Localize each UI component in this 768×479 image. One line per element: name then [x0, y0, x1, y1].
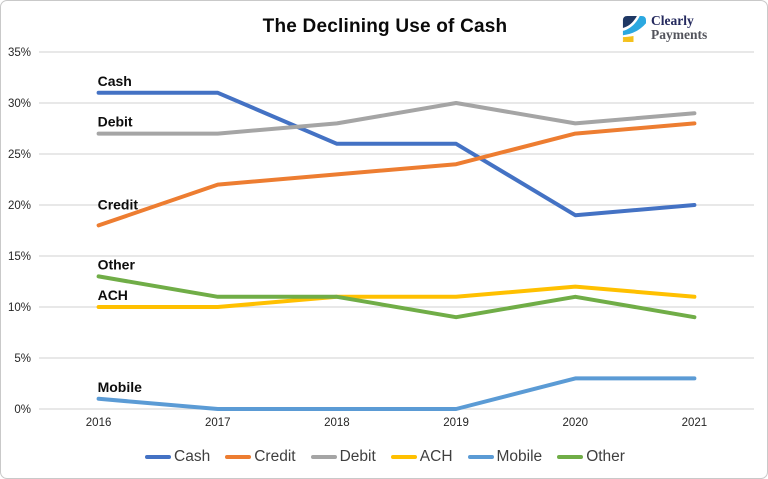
x-axis-label: 2016	[86, 417, 112, 429]
legend-item-mobile: Mobile	[467, 448, 543, 466]
brand-logo-icon	[622, 15, 646, 42]
legend-swatch-debit	[310, 454, 337, 460]
legend-item-other: Other	[557, 448, 625, 466]
legend-item-cash: Cash	[145, 448, 210, 466]
legend-item-ach: ACH	[390, 448, 453, 466]
legend-swatch-credit	[225, 454, 252, 460]
legend-swatch-mobile	[467, 454, 494, 460]
series-label-debit: Debit	[98, 114, 133, 130]
y-axis-label: 5%	[14, 353, 31, 365]
y-axis-label: 10%	[8, 302, 31, 314]
y-axis-label: 30%	[8, 98, 31, 110]
series-line-ach	[96, 284, 697, 309]
series-line-credit	[96, 121, 697, 228]
legend-label-other: Other	[586, 448, 625, 465]
x-axis-label: 2021	[682, 417, 708, 429]
legend-label-ach: ACH	[419, 448, 453, 465]
series-line-debit	[96, 101, 697, 136]
x-axis-label: 2018	[324, 417, 350, 429]
legend-item-debit: Debit	[310, 448, 376, 466]
brand-name-payments: Payments	[651, 27, 708, 42]
y-axis-label: 20%	[8, 200, 31, 212]
legend-label-cash: Cash	[174, 448, 211, 465]
legend-swatch-ach	[390, 454, 417, 460]
series-line-other	[96, 274, 697, 320]
y-axis-label: 35%	[8, 47, 31, 59]
series-label-ach: ACH	[98, 287, 128, 303]
series-label-other: Other	[98, 256, 136, 272]
series-label-mobile: Mobile	[98, 379, 143, 395]
legend-swatch-cash	[145, 454, 172, 460]
x-axis-label: 2019	[443, 417, 469, 429]
legend-label-mobile: Mobile	[496, 448, 543, 465]
series-line-mobile	[96, 376, 697, 411]
legend-swatch-other	[557, 454, 584, 460]
series-line-cash	[96, 90, 697, 218]
legend-item-credit: Credit	[225, 448, 296, 466]
y-axis-label: 25%	[8, 149, 31, 161]
series-label-cash: Cash	[98, 73, 132, 89]
y-axis-label: 15%	[8, 251, 31, 263]
brand-name-clearly: Clearly	[651, 13, 694, 28]
chart-title: The Declining Use of Cash	[262, 16, 508, 37]
chart-legend: Cash Credit Debit ACH Mobile Other	[1, 444, 767, 470]
x-axis-label: 2017	[205, 417, 231, 429]
legend-label-credit: Credit	[254, 448, 296, 465]
brand-logo: Clearly Payments	[621, 14, 707, 42]
y-axis-label: 0%	[14, 404, 31, 416]
series-label-credit: Credit	[98, 196, 139, 212]
legend-label-debit: Debit	[339, 448, 376, 465]
x-axis-label: 2020	[562, 417, 588, 429]
